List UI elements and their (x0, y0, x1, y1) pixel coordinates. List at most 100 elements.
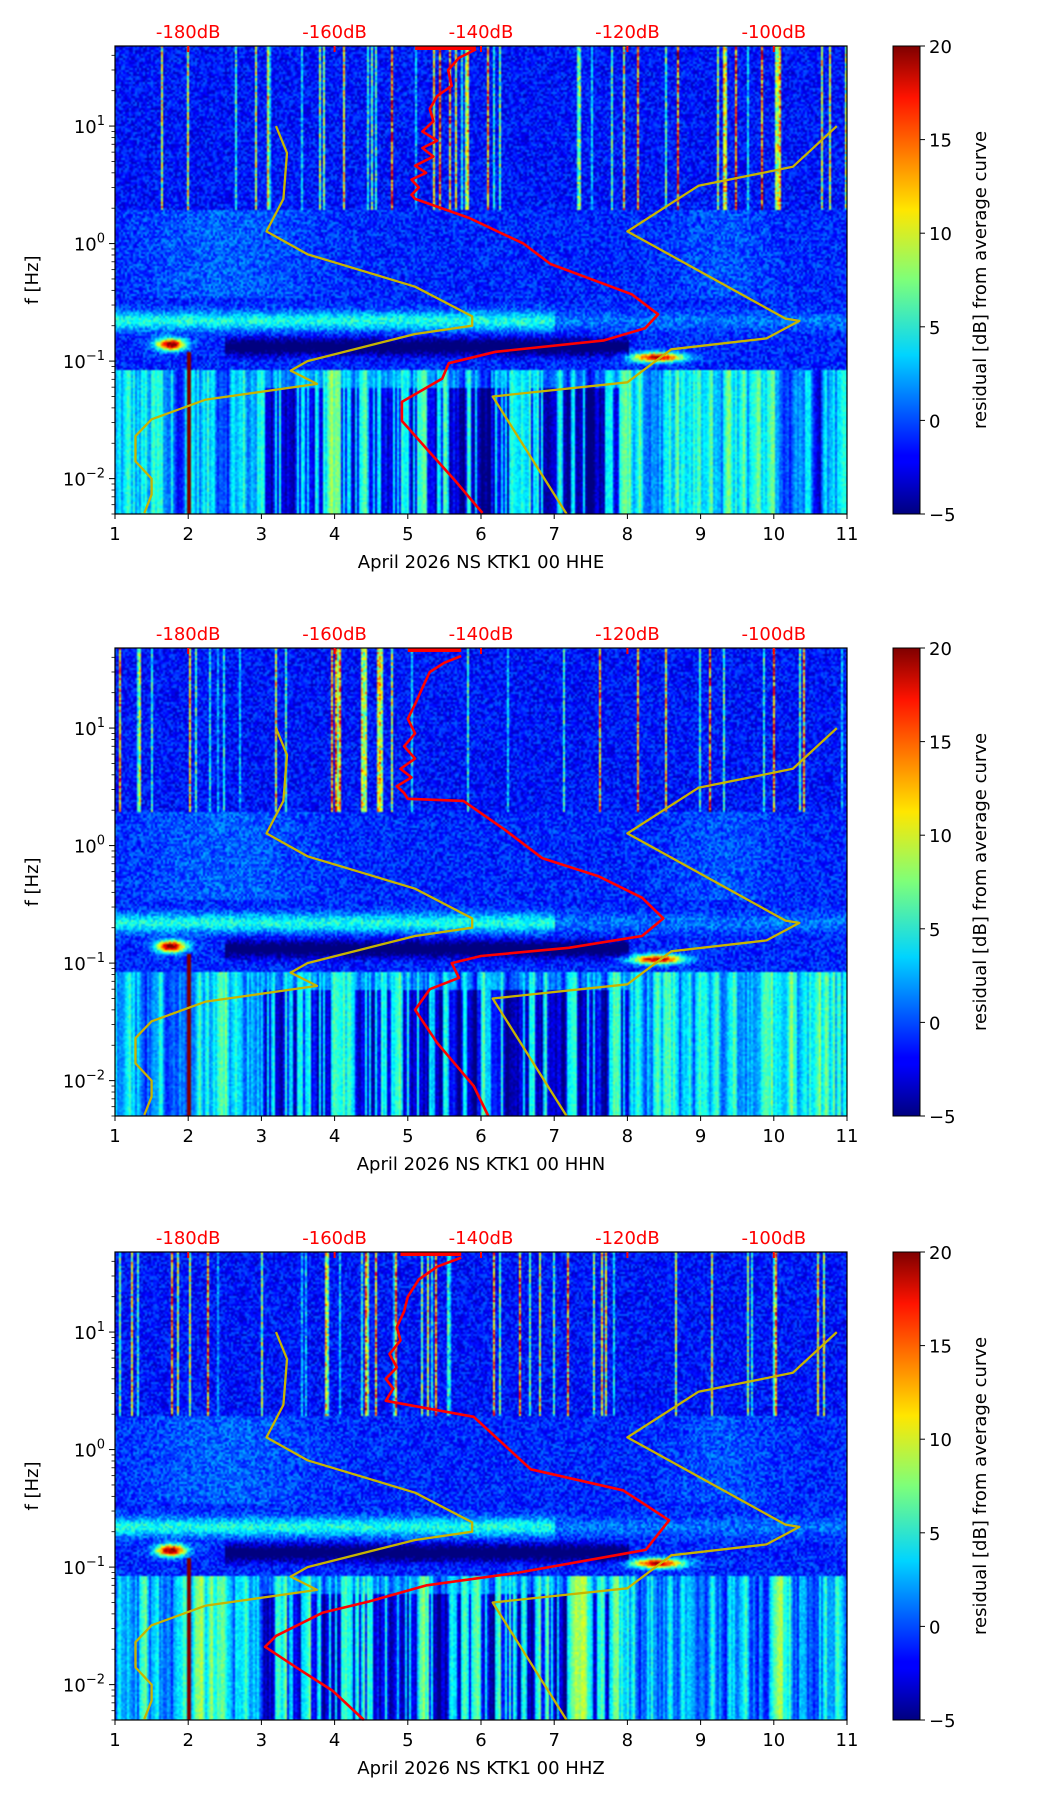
spectrogram-hhe (115, 46, 847, 514)
top-tick-label: -160dB (302, 1228, 367, 1249)
x-tick-label: 3 (256, 1126, 267, 1147)
top-tick-label: -140dB (449, 624, 514, 645)
series-line-average-curve (400, 48, 660, 514)
colorbar-label: residual [dB] from average curve (970, 1337, 991, 1635)
y-tick-label: 100 (74, 834, 105, 858)
y-tick-exponent: −2 (86, 467, 105, 482)
x-tick-label: 4 (329, 1730, 340, 1751)
colorbar-tick-label: 0 (929, 411, 940, 432)
x-axis-label: April 2026 NS KTK1 00 HHZ (357, 1758, 604, 1779)
y-tick-label: 101 (74, 114, 105, 138)
colorbar-tick-label: 5 (929, 1524, 940, 1545)
x-tick-label: 11 (836, 1730, 859, 1751)
y-axis-label: f [Hz] (22, 857, 43, 906)
y-tick-label: 10−1 (63, 951, 105, 975)
y-axis-label: f [Hz] (22, 255, 43, 304)
colorbar-tick-label: 15 (929, 131, 952, 152)
x-tick-label: 7 (548, 1730, 559, 1751)
y-tick-exponent: 0 (97, 834, 105, 849)
y-tick-label: 10−2 (63, 1069, 105, 1093)
colorbar-tick-label: −5 (929, 505, 956, 526)
y-tick-base: 10 (74, 1323, 97, 1344)
y-tick-label: 10−2 (63, 1673, 105, 1697)
y-tick-base: 10 (74, 235, 97, 256)
top-tick-label: -160dB (302, 624, 367, 645)
y-tick-base: 10 (74, 837, 97, 858)
x-tick-label: 1 (109, 524, 120, 545)
y-tick-base: 10 (63, 1072, 86, 1093)
series-line-nhnm (491, 727, 838, 1117)
y-tick-label: 100 (74, 232, 105, 256)
top-tick-label: -120dB (595, 22, 660, 43)
colorbar-tick-label: −5 (929, 1711, 956, 1732)
top-tick-label: -180dB (156, 624, 221, 645)
colorbar-tick-label: 10 (929, 826, 952, 847)
series-line-nhnm (491, 1331, 838, 1721)
x-tick-label: 2 (182, 524, 193, 545)
y-tick-label: 10−1 (63, 349, 105, 373)
x-tick-label: 10 (762, 1126, 785, 1147)
plot-frame (114, 647, 848, 1117)
top-tick-label: -180dB (156, 1228, 221, 1249)
colorbar-tick-label: 5 (929, 920, 940, 941)
top-tick-label: -100dB (741, 1228, 806, 1249)
x-tick-label: 3 (256, 1730, 267, 1751)
top-tick-label: -160dB (302, 22, 367, 43)
x-tick-label: 7 (548, 1126, 559, 1147)
x-tick-label: 5 (402, 1126, 413, 1147)
x-tick-label: 10 (762, 1730, 785, 1751)
colorbar-tick-label: 20 (929, 1243, 952, 1264)
colorbar-tick-label: 15 (929, 733, 952, 754)
x-tick-label: 10 (762, 524, 785, 545)
colorbar-tick-label: 10 (929, 1430, 952, 1451)
x-tick-label: 11 (836, 1126, 859, 1147)
x-tick-label: 9 (695, 1730, 706, 1751)
top-tick-label: -180dB (156, 22, 221, 43)
colorbar-label: residual [dB] from average curve (970, 131, 991, 429)
y-tick-label: 10−2 (63, 467, 105, 491)
y-tick-label: 100 (74, 1438, 105, 1462)
top-tick-label: -100dB (741, 22, 806, 43)
x-tick-label: 5 (402, 524, 413, 545)
x-tick-label: 4 (329, 1126, 340, 1147)
x-tick-label: 4 (329, 524, 340, 545)
colorbar (892, 1251, 921, 1721)
y-tick-base: 10 (74, 1441, 97, 1462)
x-tick-label: 3 (256, 524, 267, 545)
top-tick-label: -120dB (595, 1228, 660, 1249)
colorbar-tick-label: 20 (929, 37, 952, 58)
y-tick-exponent: 1 (97, 114, 105, 129)
colorbar (892, 45, 921, 515)
y-tick-exponent: −2 (86, 1673, 105, 1688)
x-tick-label: 7 (548, 524, 559, 545)
series-line-nlnm (134, 727, 474, 1116)
top-tick-label: -100dB (741, 624, 806, 645)
y-tick-exponent: −1 (86, 1555, 105, 1570)
plot-frame (114, 1251, 848, 1721)
series-line-nhnm (491, 125, 838, 515)
y-tick-label: 101 (74, 716, 105, 740)
colorbar-label: residual [dB] from average curve (970, 733, 991, 1031)
x-tick-label: 5 (402, 1730, 413, 1751)
plot-frame (114, 45, 848, 515)
x-tick-label: 2 (182, 1126, 193, 1147)
x-tick-label: 8 (622, 1126, 633, 1147)
x-tick-label: 2 (182, 1730, 193, 1751)
x-tick-label: 6 (475, 1730, 486, 1751)
y-tick-exponent: 0 (97, 232, 105, 247)
series-line-average-curve (395, 654, 665, 1117)
y-tick-base: 10 (63, 470, 86, 491)
y-tick-exponent: −1 (86, 349, 105, 364)
series-line-nlnm (134, 125, 474, 514)
x-axis-label: April 2026 NS KTK1 00 HHN (357, 1154, 606, 1175)
y-tick-base: 10 (63, 352, 86, 373)
x-tick-label: 11 (836, 524, 859, 545)
y-axis-label: f [Hz] (22, 1461, 43, 1510)
y-tick-exponent: 1 (97, 1320, 105, 1335)
series-line-nlnm (134, 1331, 474, 1720)
